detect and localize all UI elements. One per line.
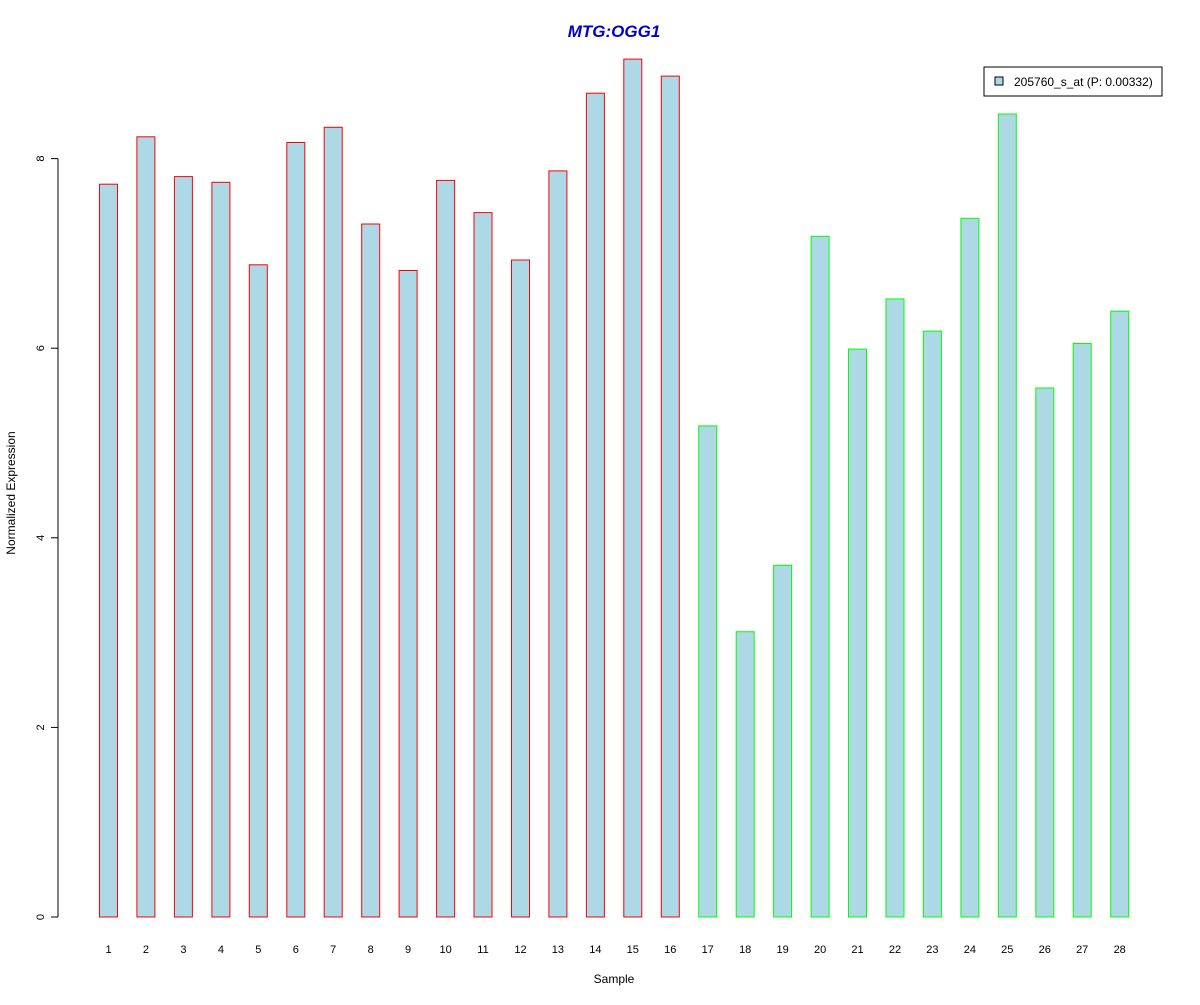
bar-sample-28 [1110, 310, 1130, 918]
y-axis-label: Normalized Expression [4, 431, 18, 554]
bar-sample-21 [848, 348, 867, 918]
x-axis-tick-labels: 1 2 3 4 5 6 7 8 9 10 11 12 13 14 15 16 17 18 19 20 21 22 23 24 2… [105, 944, 1125, 956]
y-axis-tick-label: 4 [35, 535, 47, 541]
x-axis-tick-label: 6 [293, 944, 299, 956]
bar-sample-10 [436, 179, 456, 918]
x-axis-tick-label: 26 [1039, 944, 1051, 956]
bar-sample-14 [585, 92, 605, 918]
bar-sample-24 [960, 217, 980, 918]
bar-sample-19 [773, 564, 793, 918]
x-axis-tick-label: 13 [552, 944, 564, 956]
x-axis-tick-label: 10 [439, 944, 451, 956]
legend-label: 205760_s_at (P: 0.00332) [1014, 75, 1153, 89]
bar-sample-26 [1035, 387, 1055, 918]
x-axis-tick-label: 4 [218, 944, 224, 956]
y-axis: 0 2 4 6 8 [35, 156, 59, 920]
y-axis-tick-label: 8 [35, 156, 47, 162]
bar-sample-8 [361, 223, 381, 918]
y-axis-tick-label: 2 [35, 724, 47, 730]
legend-swatch [994, 76, 1004, 86]
y-axis-tick-label: 6 [35, 345, 47, 351]
y-axis-tick-label: 0 [35, 914, 47, 920]
bar-sample-25 [997, 113, 1017, 918]
bar-sample-27 [1072, 343, 1092, 918]
x-axis-tick-label: 22 [889, 944, 901, 956]
bar-sample-7 [323, 126, 343, 918]
x-axis-tick-label: 21 [851, 944, 863, 956]
x-axis-label: Sample [594, 972, 635, 986]
bar-sample-3 [173, 176, 193, 918]
bar-sample-22 [885, 298, 905, 918]
bar-sample-4 [211, 181, 231, 918]
bar-sample-15 [623, 58, 643, 918]
x-axis-tick-label: 16 [664, 944, 676, 956]
bar-sample-12 [511, 259, 530, 918]
x-axis-tick-label: 19 [776, 944, 788, 956]
bar-sample-13 [548, 170, 568, 918]
x-axis-tick-label: 15 [627, 944, 639, 956]
x-axis-tick-label: 20 [814, 944, 826, 956]
bar-sample-9 [398, 270, 418, 918]
x-axis-tick-label: 5 [255, 944, 261, 956]
bar-sample-23 [922, 330, 942, 918]
x-axis-tick-label: 8 [368, 944, 374, 956]
bar-sample-6 [286, 142, 306, 918]
x-axis-tick-label: 17 [702, 944, 714, 956]
x-axis-tick-label: 12 [514, 944, 526, 956]
chart-title: MTG:OGG1 [568, 22, 661, 41]
bar-sample-17 [698, 425, 718, 918]
bar-sample-11 [473, 212, 493, 918]
x-axis-tick-label: 24 [964, 944, 976, 956]
x-axis-tick-label: 3 [180, 944, 186, 956]
x-axis-tick-label: 2 [143, 944, 149, 956]
legend-box [983, 66, 1163, 97]
x-axis-tick-label: 14 [589, 944, 601, 956]
x-axis-tick-label: 23 [926, 944, 938, 956]
x-axis-tick-label: 1 [105, 944, 111, 956]
bar-sample-5 [248, 264, 268, 918]
x-axis-tick-label: 7 [330, 944, 336, 956]
legend: 205760_s_at (P: 0.00332) [983, 66, 1163, 97]
bars [99, 58, 1130, 918]
bar-sample-1 [99, 183, 118, 918]
bar-sample-16 [660, 75, 680, 918]
x-axis-tick-label: 28 [1114, 944, 1126, 956]
x-axis-tick-label: 25 [1001, 944, 1013, 956]
x-axis-tick-label: 27 [1076, 944, 1088, 956]
bar-sample-2 [136, 136, 156, 918]
bar-sample-18 [735, 631, 755, 918]
x-axis-tick-label: 9 [405, 944, 411, 956]
bar-sample-20 [810, 235, 830, 918]
x-axis-tick-label: 11 [477, 944, 488, 956]
x-axis-tick-label: 18 [739, 944, 751, 956]
